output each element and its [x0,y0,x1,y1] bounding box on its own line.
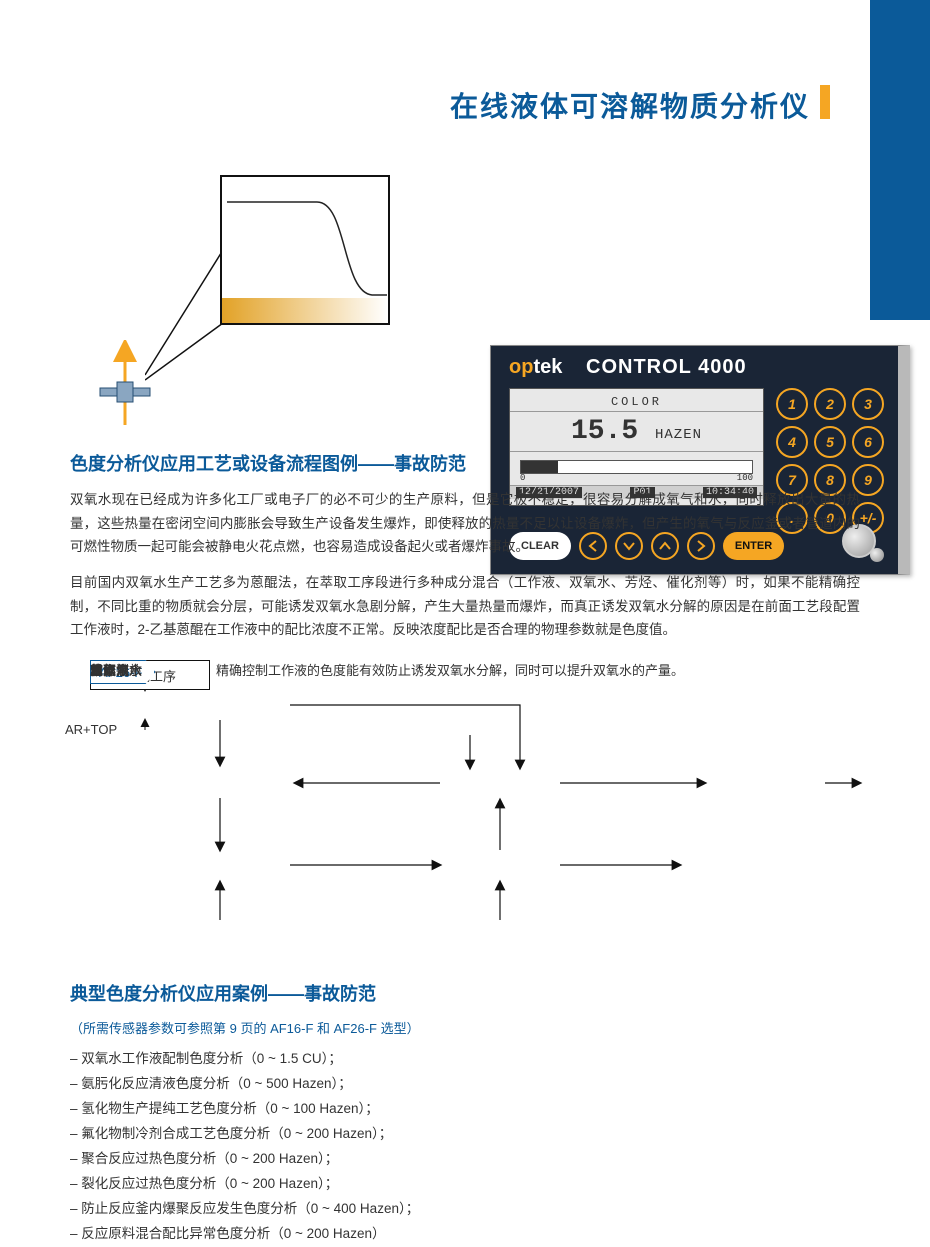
case-item: 反应原料混合配比异常色度分析（0 ~ 200 Hazen） [70,1222,860,1247]
flow-input-artop: AR+TOP [65,722,117,737]
key-3[interactable]: 3 [852,388,884,420]
case-item: 双氧水工作液配制色度分析（0 ~ 1.5 CU）； [70,1047,860,1072]
section2-subnote: （所需传感器参数可参照第 9 页的 AF16-F 和 AF26-F 选型） [70,1018,860,1037]
page-title: 在线液体可溶解物质分析仪 [0,85,810,125]
device-model: CONTROL 4000 [586,356,747,379]
case-item: 聚合反应过热色度分析（0 ~ 200 Hazen）； [70,1147,860,1172]
case-item: 裂化反应过热色度分析（0 ~ 200 Hazen）； [70,1172,860,1197]
flow-footnote: 精确控制工作液的色度能有效防止诱发双氧水分解，同时可以提升双氧水的产量。 [90,660,810,679]
section1-heading: 色度分析仪应用工艺或设备流程图例——事故防范 [70,450,860,476]
case-item: 防止反应釜内爆聚反应发生色度分析（0 ~ 400 Hazen）； [70,1197,860,1222]
lcd-value: 15.5 HAZEN [510,412,763,452]
case-item: 氟化物制冷剂合成工艺色度分析（0 ~ 200 Hazen）； [70,1122,860,1147]
zoom-curve [222,177,392,327]
flow-diagram: EAO AR+TOP 工作液配制 后处理 氢化工序 萃取工序 氧化工序 净化工序… [90,660,870,950]
section1-p1: 双氧水现在已经成为许多化工厂或电子厂的必不可少的生产原料，但是它极不稳定，很容易… [70,488,860,559]
hero-area: optek CONTROL 4000 COLOR 15.5 HAZEN 0 10… [60,170,880,430]
section-cases: 典型色度分析仪应用案例——事故防范 （所需传感器参数可参照第 9 页的 AF16… [70,980,860,1247]
section-process: 色度分析仪应用工艺或设备流程图例——事故防范 双氧水现在已经成为许多化工厂或电子… [70,450,860,654]
zoom-box [220,175,390,325]
section1-p2: 目前国内双氧水生产工艺多为蒽醌法，在萃取工序段进行多种成分混合（工作液、双氧水、… [70,571,860,642]
case-item: 氢化物生产提纯工艺色度分析（0 ~ 100 Hazen）； [70,1097,860,1122]
case-list: 双氧水工作液配制色度分析（0 ~ 1.5 CU）；氨肟化反应清液色度分析（0 ~… [70,1047,860,1247]
lcd-label: COLOR [510,389,763,412]
title-accent [820,85,830,119]
device-logo: optek [509,356,562,379]
key-1[interactable]: 1 [776,388,808,420]
case-item: 氨肟化反应清液色度分析（0 ~ 500 Hazen）； [70,1072,860,1097]
flow-arrows [90,660,870,950]
section2-heading: 典型色度分析仪应用案例——事故防范 [70,980,860,1006]
key-2[interactable]: 2 [814,388,846,420]
